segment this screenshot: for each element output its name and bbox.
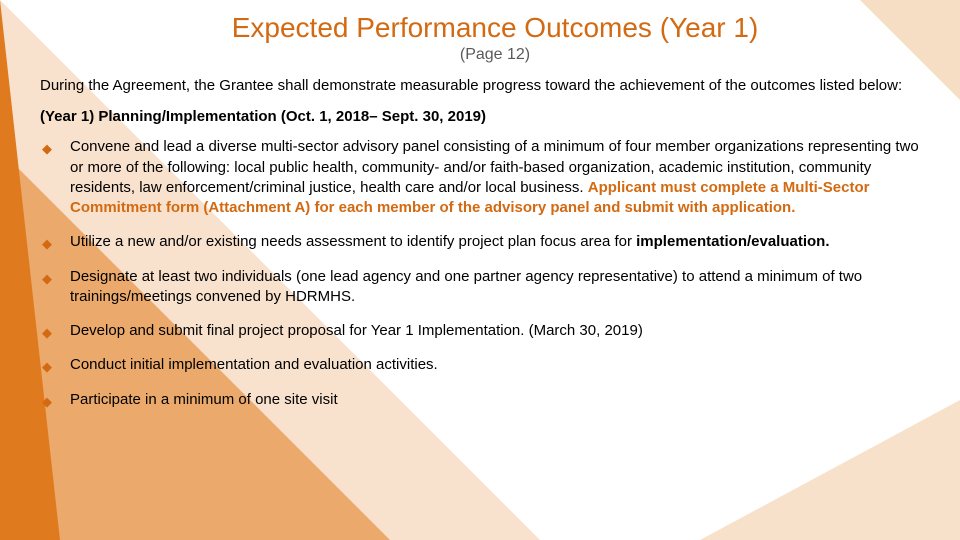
- slide-content: Expected Performance Outcomes (Year 1) (…: [0, 0, 960, 410]
- bullet-text: Develop and submit final project proposa…: [70, 322, 643, 339]
- slide-subtitle: (Page 12): [70, 46, 920, 64]
- decor-triangle-bottom-right: [700, 400, 960, 540]
- bullet-icon: ◆: [42, 393, 52, 411]
- bullet-icon: ◆: [42, 140, 52, 158]
- list-item: ◆ Develop and submit final project propo…: [40, 321, 920, 341]
- intro-paragraph: During the Agreement, the Grantee shall …: [40, 76, 920, 96]
- list-item: ◆ Participate in a minimum of one site v…: [40, 390, 920, 410]
- bullet-icon: ◆: [42, 358, 52, 376]
- bullet-text: Designate at least two individuals (one …: [70, 268, 862, 305]
- section-heading: (Year 1) Planning/Implementation (Oct. 1…: [40, 108, 920, 125]
- bullet-icon: ◆: [42, 270, 52, 288]
- bullet-icon: ◆: [42, 235, 52, 253]
- list-item: ◆ Utilize a new and/or existing needs as…: [40, 232, 920, 252]
- bullet-text: Utilize a new and/or existing needs asse…: [70, 233, 636, 250]
- bullet-text: Participate in a minimum of one site vis…: [70, 391, 338, 408]
- bullet-bold-tail: implementation/evaluation.: [636, 233, 829, 250]
- list-item: ◆ Convene and lead a diverse multi-secto…: [40, 137, 920, 218]
- slide-title: Expected Performance Outcomes (Year 1): [70, 12, 920, 44]
- bullet-icon: ◆: [42, 324, 52, 342]
- bullet-text: Conduct initial implementation and evalu…: [70, 356, 438, 373]
- bullet-list: ◆ Convene and lead a diverse multi-secto…: [40, 137, 920, 410]
- list-item: ◆ Designate at least two individuals (on…: [40, 267, 920, 308]
- list-item: ◆ Conduct initial implementation and eva…: [40, 355, 920, 375]
